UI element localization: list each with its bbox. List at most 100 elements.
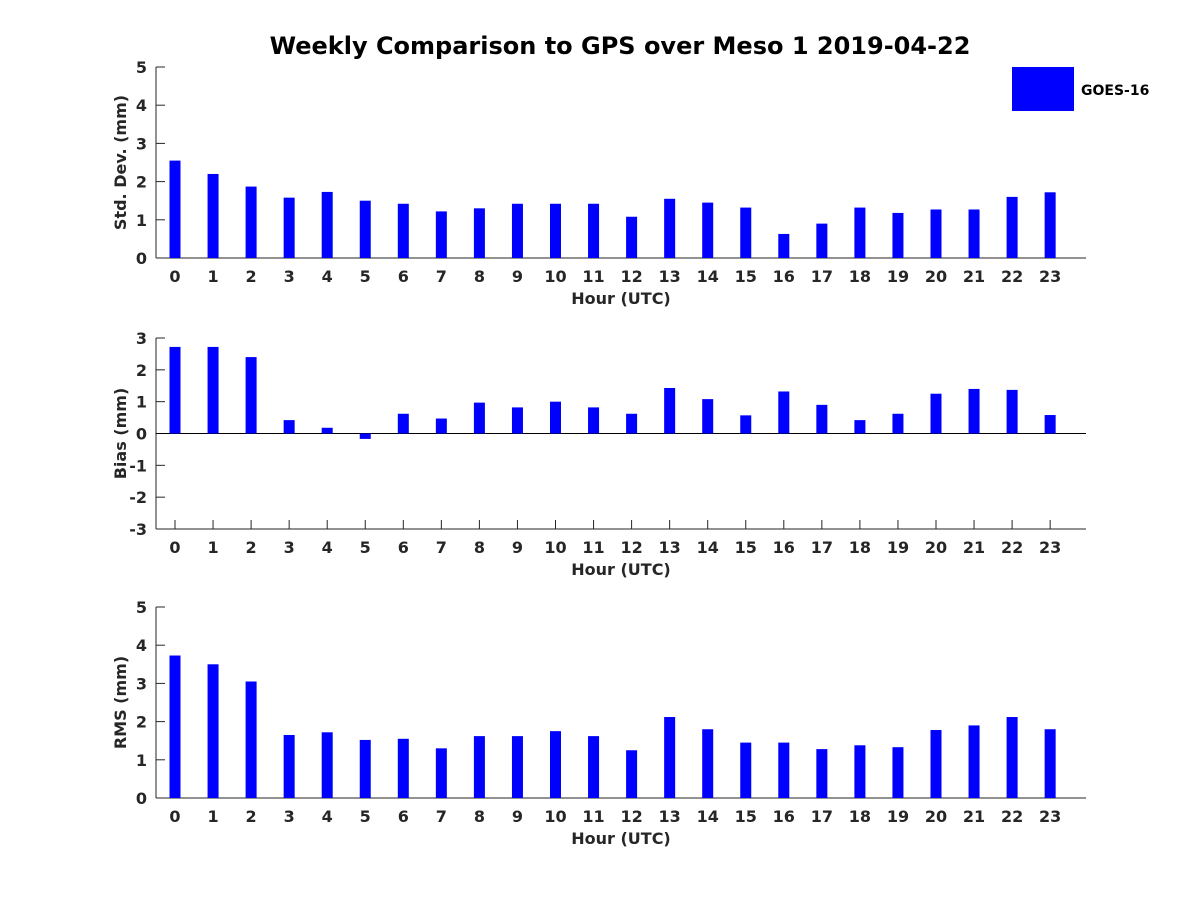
y-tick-label: 4	[136, 636, 147, 655]
y-tick-label: 0	[136, 425, 147, 444]
y-tick-label: 1	[136, 393, 147, 412]
bar	[435, 748, 447, 798]
bar	[321, 191, 333, 258]
bar	[1044, 415, 1056, 434]
x-tick-label: 20	[925, 538, 947, 557]
bar	[892, 747, 904, 798]
y-tick-label: 1	[136, 211, 147, 230]
x-tick-label: 3	[284, 538, 295, 557]
x-tick-label: 5	[360, 538, 371, 557]
y-axis-label: RMS (mm)	[111, 656, 130, 749]
x-tick-label: 23	[1039, 807, 1061, 826]
bar	[930, 209, 942, 258]
y-tick-label: 1	[136, 751, 147, 770]
x-tick-label: 13	[659, 538, 681, 557]
x-tick-label: 5	[360, 267, 371, 286]
bar	[892, 413, 904, 434]
x-tick-label: 15	[735, 267, 757, 286]
bar	[854, 745, 866, 798]
bar	[1006, 196, 1018, 258]
x-tick-label: 11	[582, 267, 604, 286]
bar	[930, 393, 942, 434]
bar	[245, 681, 257, 798]
x-tick-label: 0	[169, 267, 180, 286]
x-tick-label: 12	[620, 807, 642, 826]
x-tick-label: 12	[620, 538, 642, 557]
bar	[207, 173, 219, 258]
bar	[435, 211, 447, 258]
y-tick-label: 2	[136, 713, 147, 732]
x-tick-label: 5	[360, 807, 371, 826]
x-tick-label: 17	[811, 267, 833, 286]
x-tick-label: 14	[697, 807, 719, 826]
bar	[359, 200, 371, 258]
x-tick-label: 10	[544, 807, 566, 826]
legend: GOES-16	[1012, 67, 1149, 111]
x-tick-label: 6	[398, 267, 409, 286]
legend-label-goes-16: GOES-16	[1081, 83, 1149, 99]
bar	[283, 197, 295, 258]
x-tick-label: 2	[246, 538, 257, 557]
x-tick-label: 4	[322, 807, 333, 826]
bar	[511, 407, 523, 434]
bar	[778, 233, 790, 258]
bar	[816, 749, 828, 798]
bar	[550, 203, 561, 258]
x-tick-label: 7	[436, 807, 447, 826]
y-tick-label: 3	[136, 329, 147, 348]
bar	[1044, 729, 1056, 798]
x-tick-label: 14	[697, 538, 719, 557]
y-tick-label: 3	[136, 134, 147, 153]
x-tick-label: 13	[659, 807, 681, 826]
bar	[626, 750, 638, 798]
bar	[283, 420, 295, 434]
bar	[968, 209, 980, 258]
x-tick-label: 17	[811, 807, 833, 826]
x-tick-label: 8	[474, 807, 485, 826]
bar	[740, 207, 752, 258]
bar	[207, 346, 219, 434]
bar	[664, 717, 676, 798]
bar	[816, 404, 828, 434]
x-tick-label: 13	[659, 267, 681, 286]
x-tick-label: 2	[246, 807, 257, 826]
bar	[397, 738, 409, 798]
x-tick-label: 15	[735, 807, 757, 826]
y-axis-label: Bias (mm)	[111, 388, 130, 480]
bar	[1006, 389, 1018, 434]
x-tick-label: 22	[1001, 267, 1023, 286]
x-tick-label: 11	[582, 538, 604, 557]
y-tick-label: -3	[129, 520, 147, 539]
x-tick-label: 10	[544, 538, 566, 557]
x-tick-label: 19	[887, 538, 909, 557]
x-tick-label: 16	[773, 267, 795, 286]
y-tick-label: 0	[136, 789, 147, 808]
x-tick-label: 21	[963, 267, 985, 286]
x-tick-label: 3	[284, 267, 295, 286]
bar	[740, 742, 752, 798]
bar	[816, 223, 828, 258]
bar	[588, 407, 600, 434]
x-tick-label: 1	[207, 807, 218, 826]
bar	[511, 736, 523, 798]
bar	[169, 346, 181, 434]
bar	[473, 208, 485, 258]
bar	[283, 734, 295, 798]
bar	[930, 730, 942, 798]
x-tick-label: 7	[436, 267, 447, 286]
bar	[664, 387, 676, 434]
y-tick-label: -2	[129, 488, 147, 507]
bar	[169, 160, 181, 258]
bar	[626, 216, 638, 258]
x-tick-label: 2	[246, 267, 257, 286]
bar	[664, 198, 676, 258]
bar	[588, 203, 600, 258]
y-tick-label: 2	[136, 361, 147, 380]
x-tick-label: 8	[474, 267, 485, 286]
bar	[473, 736, 485, 798]
bar	[397, 203, 409, 258]
